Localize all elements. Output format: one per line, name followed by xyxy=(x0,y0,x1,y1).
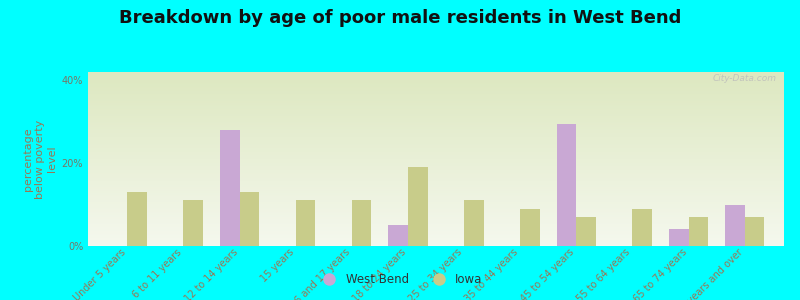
Bar xyxy=(745,217,764,246)
Bar xyxy=(408,167,427,246)
Bar xyxy=(576,217,596,246)
Text: City-Data.com: City-Data.com xyxy=(713,74,777,83)
Bar xyxy=(127,192,147,246)
Bar xyxy=(669,230,689,246)
Legend: West Bend, Iowa: West Bend, Iowa xyxy=(313,269,487,291)
Bar xyxy=(464,200,484,246)
Bar xyxy=(725,205,745,246)
Bar xyxy=(520,209,540,246)
Bar xyxy=(239,192,259,246)
Bar xyxy=(633,209,652,246)
Bar xyxy=(557,124,576,246)
Bar xyxy=(296,200,315,246)
Text: Breakdown by age of poor male residents in West Bend: Breakdown by age of poor male residents … xyxy=(119,9,681,27)
Bar xyxy=(388,225,408,246)
Bar xyxy=(689,217,708,246)
Y-axis label: percentage
below poverty
level: percentage below poverty level xyxy=(22,119,58,199)
Bar xyxy=(352,200,371,246)
Bar xyxy=(183,200,203,246)
Bar xyxy=(220,130,239,246)
